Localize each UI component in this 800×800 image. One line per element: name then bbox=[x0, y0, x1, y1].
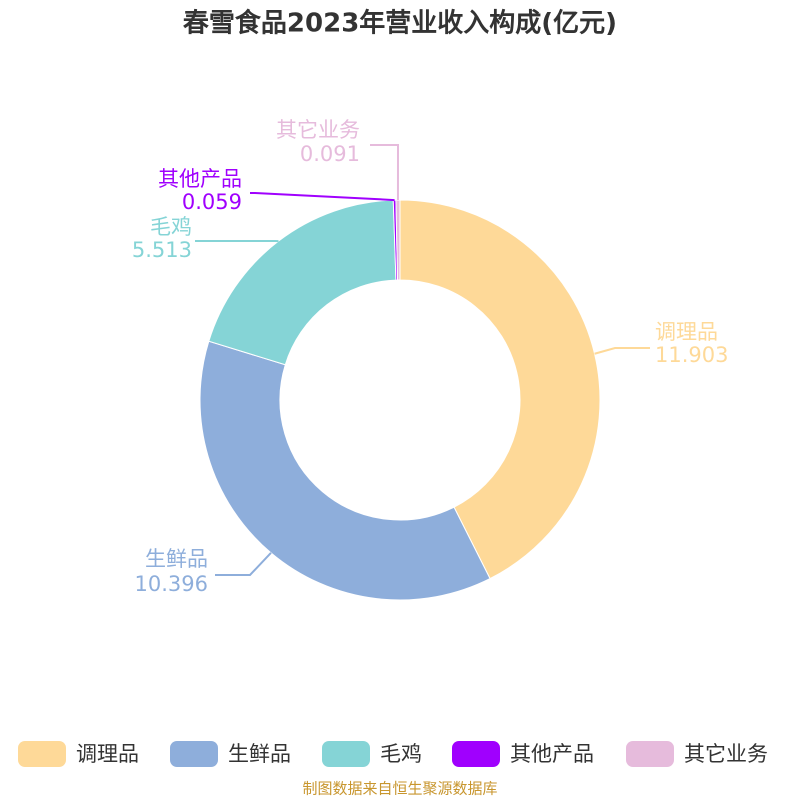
slice-label: 生鲜品 bbox=[145, 547, 208, 571]
legend-label: 调理品 bbox=[76, 742, 139, 766]
source-note: 制图数据来自恒生聚源数据库 bbox=[302, 780, 497, 798]
value-label: 0.091 bbox=[300, 142, 360, 166]
legend-label: 其他产品 bbox=[510, 742, 594, 766]
donut-slice bbox=[199, 340, 491, 601]
slice-label: 其它业务 bbox=[276, 118, 360, 142]
donut-slice bbox=[399, 199, 601, 580]
legend-label: 生鲜品 bbox=[228, 742, 291, 766]
value-label: 5.513 bbox=[132, 238, 192, 262]
slice-label: 毛鸡 bbox=[150, 215, 192, 239]
slice-label: 其他产品 bbox=[158, 167, 242, 191]
slice-label: 调理品 bbox=[655, 320, 718, 344]
donut-slice bbox=[395, 199, 401, 281]
legend-swatch bbox=[322, 741, 370, 767]
legend-label: 其它业务 bbox=[684, 742, 768, 766]
legend-label: 毛鸡 bbox=[380, 742, 422, 766]
value-label: 0.059 bbox=[182, 190, 242, 214]
value-label: 10.396 bbox=[135, 572, 208, 596]
legend-swatch bbox=[452, 741, 500, 767]
donut-slice bbox=[208, 199, 397, 366]
label-line bbox=[215, 552, 272, 576]
legend-swatch bbox=[626, 741, 674, 767]
label-line bbox=[594, 347, 650, 355]
legend-swatch bbox=[170, 741, 218, 767]
legend-swatch bbox=[18, 741, 66, 767]
value-label: 11.903 bbox=[655, 343, 728, 367]
label-line bbox=[370, 144, 400, 201]
label-line bbox=[250, 192, 395, 202]
chart-title: 春雪食品2023年营业收入构成(亿元) bbox=[183, 8, 617, 39]
